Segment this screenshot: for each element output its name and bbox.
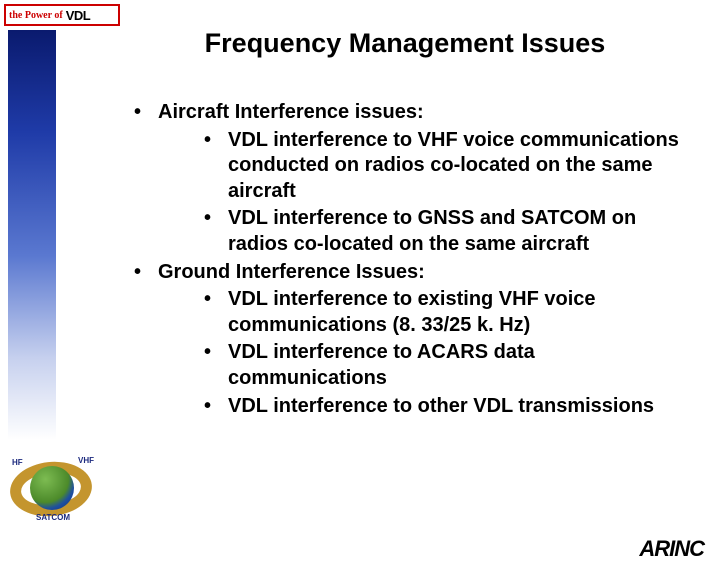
- bullet-list-level1: Aircraft Interference issues: VDL interf…: [130, 100, 690, 419]
- slide-content: Aircraft Interference issues: VDL interf…: [130, 100, 690, 421]
- list-item: VDL interference to GNSS and SATCOM on r…: [158, 206, 690, 257]
- list-item-text: VDL interference to ACARS data communica…: [228, 341, 535, 389]
- logo-brand-text: VDL: [66, 8, 91, 23]
- globe-satcom-logo: HF VHF SATCOM: [8, 448, 94, 528]
- globe-label-vhf: VHF: [78, 456, 94, 465]
- list-item: Aircraft Interference issues: VDL interf…: [130, 100, 690, 258]
- list-item-text: VDL interference to VHF voice communicat…: [228, 129, 679, 202]
- list-item-text: VDL interference to GNSS and SATCOM on r…: [228, 207, 636, 255]
- globe-label-satcom: SATCOM: [36, 513, 70, 522]
- logo-script-text: the Power of: [9, 10, 63, 21]
- bullet-list-level2: VDL interference to VHF voice communicat…: [158, 128, 690, 258]
- list-item: VDL interference to ACARS data communica…: [158, 340, 690, 391]
- slide-title: Frequency Management Issues: [120, 28, 690, 59]
- list-item: VDL interference to other VDL transmissi…: [158, 394, 690, 420]
- list-item-text: Aircraft Interference issues:: [158, 101, 424, 123]
- list-item-text: Ground Interference Issues:: [158, 261, 425, 283]
- power-of-vdl-logo: the Power of VDL: [4, 4, 120, 26]
- globe-planet-icon: [30, 466, 74, 510]
- globe-label-hf: HF: [12, 458, 23, 467]
- arinc-logo: ARINC: [639, 536, 704, 562]
- list-item-text: VDL interference to existing VHF voice c…: [228, 288, 596, 336]
- list-item-text: VDL interference to other VDL transmissi…: [228, 395, 654, 417]
- left-gradient-bar: [8, 30, 56, 440]
- list-item: VDL interference to existing VHF voice c…: [158, 287, 690, 338]
- list-item: VDL interference to VHF voice communicat…: [158, 128, 690, 205]
- list-item: Ground Interference Issues: VDL interfer…: [130, 260, 690, 420]
- bullet-list-level2: VDL interference to existing VHF voice c…: [158, 287, 690, 419]
